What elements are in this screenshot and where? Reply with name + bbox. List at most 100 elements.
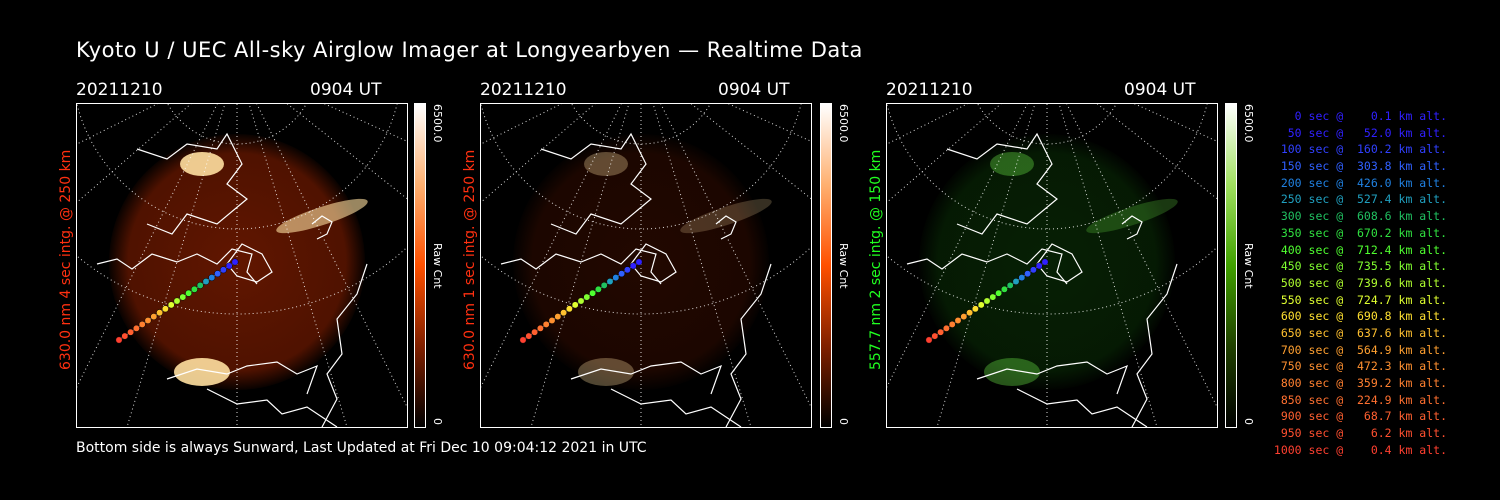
- legend-item: 350 sec @ 670.2 km alt.: [1273, 225, 1447, 240]
- island-coast: [1121, 215, 1143, 240]
- latitude-circle: [77, 246, 407, 315]
- trajectory-marker: [995, 289, 1003, 297]
- trajectory-marker: [179, 293, 187, 301]
- coastline: [1131, 263, 1178, 427]
- legend-item: 700 sec @ 564.9 km alt.: [1273, 342, 1447, 357]
- legend-item: 100 sec @ 160.2 km alt.: [1273, 142, 1447, 157]
- coastline: [906, 248, 1068, 285]
- trajectory-marker: [560, 309, 568, 317]
- trajectory-marker: [185, 289, 193, 297]
- trajectory-marker: [144, 317, 152, 324]
- coastline: [321, 263, 368, 427]
- legend-item: 950 sec @ 6.2 km alt.: [1273, 426, 1447, 441]
- lat-lon-grid: [887, 104, 1217, 427]
- coastlines: [500, 132, 772, 427]
- trajectory-marker: [208, 274, 216, 282]
- longitude-line: [248, 104, 348, 427]
- trajectory-marker: [577, 297, 585, 305]
- panel2-date: 20211210: [480, 80, 567, 100]
- panel3-colorbar-max: 6500.0: [1242, 104, 1255, 143]
- panel2-image: [480, 103, 812, 428]
- longitude-line: [936, 104, 1036, 427]
- coastline: [725, 263, 772, 427]
- trajectory-marker: [138, 320, 146, 328]
- trajectory-marker: [948, 320, 956, 328]
- legend-item: 300 sec @ 608.6 km alt.: [1273, 209, 1447, 224]
- coastline: [946, 132, 1058, 235]
- panel1-wavelength-label: 630.0 nm 4 sec intg. @ 250 km: [58, 149, 74, 370]
- footer-note: Bottom side is always Sunward, Last Upda…: [76, 440, 647, 456]
- svalbard-coast: [1036, 243, 1083, 283]
- trajectory-marker: [519, 336, 527, 344]
- trajectory-marker: [635, 258, 643, 266]
- panel2-colorbar-max: 6500.0: [837, 104, 850, 143]
- legend-item: 800 sec @ 359.2 km alt.: [1273, 376, 1447, 390]
- trajectory-marker: [156, 309, 164, 317]
- trajectory-marker: [971, 305, 979, 313]
- lat-lon-grid: [481, 104, 811, 427]
- island-coast: [715, 215, 737, 240]
- panel2-time: 0904 UT: [718, 80, 790, 100]
- trajectory-marker: [121, 332, 129, 340]
- legend-item: 200 sec @ 426.0 km alt.: [1273, 175, 1447, 190]
- legend-item: 550 sec @ 724.7 km alt.: [1273, 292, 1447, 307]
- legend-item: 1000 sec @ 0.4 km alt.: [1273, 442, 1447, 457]
- aurora-patch: [174, 358, 230, 386]
- aurora-patch: [584, 152, 628, 176]
- trajectory-marker: [150, 313, 158, 321]
- legend-item: 450 sec @ 735.5 km alt.: [1273, 259, 1447, 274]
- trajectory-marker: [606, 278, 614, 285]
- coastline: [136, 132, 248, 235]
- longitude-line: [126, 104, 226, 427]
- trajectory-marker: [167, 301, 175, 309]
- longitude-line: [323, 104, 407, 142]
- trajectory-marker: [1006, 281, 1014, 289]
- panel3-colorbar-unit: Raw Cnt: [1242, 243, 1255, 289]
- trajectory-marker: [214, 270, 222, 278]
- trajectory-marker: [554, 313, 562, 321]
- panel3-date: 20211210: [886, 80, 973, 100]
- trajectory-marker: [202, 278, 210, 285]
- trajectory-marker: [196, 281, 204, 289]
- trajectory-marker: [937, 328, 945, 336]
- longitude-line: [1058, 104, 1158, 427]
- trajectory-marker: [161, 305, 169, 313]
- legend-item: 600 sec @ 690.8 km alt.: [1273, 309, 1447, 324]
- trajectory-marker: [565, 305, 573, 313]
- panel2-colorbar-min: 0: [837, 418, 850, 425]
- trajectory-marker: [954, 317, 962, 324]
- svalbard-coast: [630, 243, 677, 283]
- lat-lon-grid: [77, 104, 407, 427]
- trajectory-legend: 0 sec @ 0.1 km alt. 50 sec @ 52.0 km alt…: [1262, 108, 1447, 458]
- panel3-image: [886, 103, 1218, 428]
- trajectory-marker: [190, 285, 198, 293]
- latitude-circle: [481, 246, 811, 315]
- trajectory-marker: [571, 301, 579, 309]
- page-title: Kyoto U / UEC All-sky Airglow Imager at …: [76, 38, 863, 62]
- trajectory-marker: [589, 289, 597, 297]
- trajectory-marker: [219, 266, 227, 274]
- trajectory-marker: [1024, 270, 1032, 278]
- coastline: [570, 361, 723, 395]
- island-coast: [311, 215, 333, 240]
- trajectory-marker: [942, 324, 950, 332]
- legend-item: 400 sec @ 712.4 km alt.: [1273, 242, 1447, 257]
- svalbard-coast: [226, 243, 273, 283]
- trajectory-marker: [542, 320, 550, 328]
- coastline: [540, 132, 652, 235]
- panel3-wavelength-label: 557.7 nm 2 sec intg. @ 150 km: [868, 149, 884, 370]
- trajectory-marker: [966, 309, 974, 317]
- trajectory-marker: [583, 293, 591, 301]
- legend-item: 500 sec @ 739.6 km alt.: [1273, 275, 1447, 290]
- legend-item: 900 sec @ 68.7 km alt.: [1273, 409, 1447, 424]
- trajectory-marker: [548, 317, 556, 324]
- panel2-colorbar: [820, 103, 832, 428]
- panel1-colorbar-min: 0: [431, 418, 444, 425]
- panel3-time: 0904 UT: [1124, 80, 1196, 100]
- panel1-image: [76, 103, 408, 428]
- trajectory-marker: [536, 324, 544, 332]
- coastlines: [906, 132, 1178, 427]
- panel3-colorbar: [1225, 103, 1237, 428]
- legend-item: 150 sec @ 303.8 km alt.: [1273, 159, 1447, 174]
- legend-item: 850 sec @ 224.9 km alt.: [1273, 392, 1447, 407]
